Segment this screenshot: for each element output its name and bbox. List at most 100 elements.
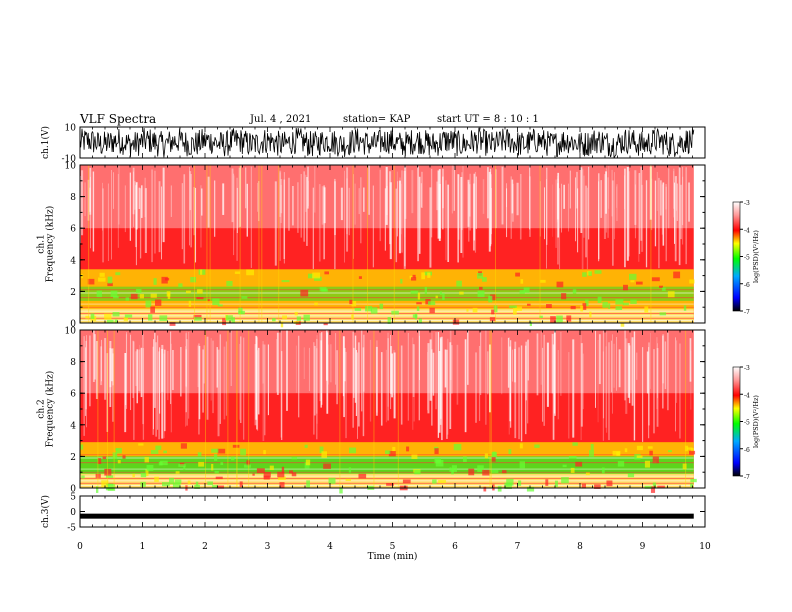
noise-patch xyxy=(279,482,285,489)
noise-patch xyxy=(188,300,192,307)
noise-patch xyxy=(115,272,121,276)
noise-patch xyxy=(668,450,672,453)
noise-patch xyxy=(186,290,191,294)
noise-patch xyxy=(661,287,666,292)
noise-patch xyxy=(110,290,118,298)
noise-patch xyxy=(85,315,90,319)
noise-patch xyxy=(174,479,182,484)
noise-patch xyxy=(623,284,628,291)
noise-patch xyxy=(291,472,297,477)
noise-patch xyxy=(545,479,549,486)
noise-patch xyxy=(690,448,694,453)
noise-patch xyxy=(650,486,656,493)
noise-patch xyxy=(282,315,287,319)
noise-patch xyxy=(392,446,396,454)
noise-patch xyxy=(601,467,605,474)
noise-patch xyxy=(518,480,522,486)
noise-patch xyxy=(421,272,426,280)
noise-patch xyxy=(150,450,159,455)
noise-patch xyxy=(412,274,416,278)
noise-patch xyxy=(585,299,589,307)
noise-patch xyxy=(508,449,512,455)
noise-patch xyxy=(539,315,543,319)
noise-patch xyxy=(323,463,331,469)
noise-patch xyxy=(624,448,628,453)
noise-patch xyxy=(502,470,507,474)
noise-patch xyxy=(351,314,354,320)
noise-patch xyxy=(411,277,417,281)
noise-patch xyxy=(515,306,522,311)
noise-patch xyxy=(491,457,496,462)
noise-patch xyxy=(479,286,483,290)
noise-patch xyxy=(211,448,219,453)
noise-patch xyxy=(425,298,431,305)
noise-patch xyxy=(140,481,146,487)
noise-patch xyxy=(180,443,187,449)
noise-patch xyxy=(562,464,567,468)
noise-patch xyxy=(391,310,399,315)
noise-patch xyxy=(523,287,530,293)
noise-patch xyxy=(263,475,270,480)
noise-patch xyxy=(105,486,114,491)
noise-patch xyxy=(194,317,202,321)
x-tick-label: 8 xyxy=(577,542,583,552)
y-tick-label: -5 xyxy=(67,524,76,534)
noise-patch xyxy=(246,269,255,276)
colorbar-tick-label: -4 xyxy=(744,227,750,234)
noise-patch xyxy=(169,477,174,485)
noise-patch xyxy=(155,445,162,450)
noise-patch xyxy=(497,485,502,492)
noise-patch xyxy=(117,460,121,464)
noise-patch xyxy=(572,442,578,446)
noise-patch xyxy=(561,293,567,300)
noise-patch xyxy=(154,476,159,482)
noise-patch xyxy=(304,462,310,469)
noise-patch xyxy=(306,480,310,488)
noise-patch xyxy=(217,304,223,307)
chart-title: VLF Spectra xyxy=(80,112,157,126)
upper-haze xyxy=(80,165,694,229)
green-band xyxy=(80,286,694,301)
noise-patch xyxy=(452,319,460,325)
noise-patch xyxy=(429,307,435,314)
noise-patch xyxy=(90,313,95,319)
noise-patch xyxy=(187,480,191,485)
x-tick-label: 2 xyxy=(202,542,208,552)
y-tick-label: -10 xyxy=(62,155,77,165)
colorbar xyxy=(732,366,741,477)
noise-patch xyxy=(435,295,438,299)
y-tick-label: 6 xyxy=(70,390,76,400)
noise-patch xyxy=(630,280,635,283)
noise-patch xyxy=(550,316,556,323)
ch1-waveform xyxy=(79,127,695,159)
noise-patch xyxy=(644,485,652,489)
colorbar-tick-label: -4 xyxy=(744,392,750,399)
noise-patch xyxy=(328,477,336,484)
noise-patch xyxy=(146,464,154,471)
noise-patch xyxy=(289,470,294,474)
noise-patch xyxy=(588,271,592,276)
noise-patch xyxy=(234,271,241,274)
noise-patch xyxy=(101,480,109,488)
noise-patch xyxy=(647,446,653,449)
noise-patch xyxy=(345,478,351,482)
noise-patch xyxy=(554,480,558,488)
noise-patch xyxy=(107,282,113,287)
noise-patch xyxy=(314,302,318,306)
noise-patch xyxy=(570,467,575,473)
noise-patch xyxy=(162,482,170,487)
y-tick-label: 2 xyxy=(70,453,76,463)
y-tick-label: 10 xyxy=(65,162,77,172)
noise-patch xyxy=(215,476,223,480)
noise-patch xyxy=(385,450,391,454)
x-tick-label: 6 xyxy=(452,542,458,552)
colorbar-tick-label: -3 xyxy=(744,200,750,207)
noise-patch xyxy=(439,291,443,295)
upper-haze xyxy=(80,330,694,394)
noise-patch xyxy=(281,280,290,283)
noise-patch xyxy=(212,485,218,489)
noise-patch xyxy=(365,306,373,312)
noise-patch xyxy=(546,304,552,309)
noise-patch xyxy=(438,480,447,484)
noise-patch xyxy=(106,319,114,323)
